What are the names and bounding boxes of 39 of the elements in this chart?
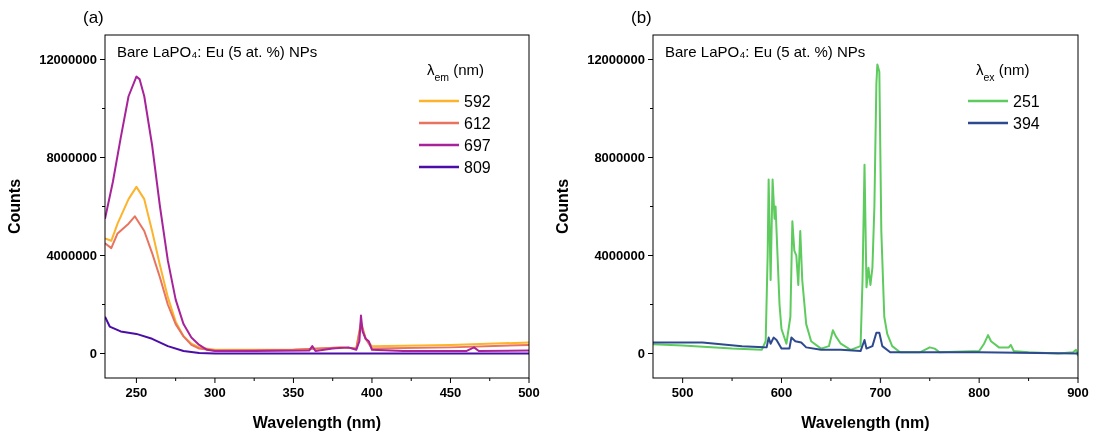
y-tick-label: 12000000	[39, 52, 97, 67]
x-tick-label: 700	[869, 385, 892, 400]
y-axis-title: Counts	[6, 178, 23, 235]
text: Bare LaPO₄: Eu (5 at. %) NPs	[665, 43, 866, 60]
legend-label: 394	[1013, 115, 1040, 132]
y-tick-label: 0	[89, 346, 97, 361]
y-axis-title: Counts	[554, 178, 571, 235]
legend-label: 809	[464, 159, 491, 176]
line-series	[105, 315, 529, 355]
x-tick-label: 600	[770, 385, 793, 400]
x-tick-label: 250	[125, 385, 148, 400]
y-tick-label: 0	[637, 346, 645, 361]
x-tick-label: 500	[518, 385, 540, 400]
y-tick-label: 8000000	[594, 150, 645, 165]
legend-label: 251	[1013, 93, 1040, 110]
text: (b)	[631, 8, 652, 27]
line-series	[653, 331, 1078, 355]
legend-label: 697	[464, 137, 491, 154]
x-tick-label: 900	[1067, 385, 1089, 400]
text: Bare LaPO₄: Eu (5 at. %) NPs	[117, 43, 318, 60]
x-tick-label: 800	[968, 385, 991, 400]
y-tick-label: 12000000	[587, 52, 645, 67]
y-tick-label: 4000000	[46, 248, 97, 263]
y-tick-label: 4000000	[594, 248, 645, 263]
y-tick-label: 8000000	[46, 150, 97, 165]
legend-label: 612	[464, 115, 491, 132]
x-tick-label: 500	[671, 385, 694, 400]
legend-label: 592	[464, 93, 491, 110]
x-tick-label: 400	[361, 385, 383, 400]
legend-title: λ$_{em}$ (nm)	[427, 61, 485, 83]
x-axis-title: Wavelength (nm)	[801, 414, 930, 431]
x-tick-label: 350	[282, 385, 305, 400]
x-axis-title: Wavelength (nm)	[252, 414, 382, 431]
x-tick-label: 300	[204, 385, 226, 400]
text: (a)	[83, 8, 104, 27]
x-tick-label: 450	[439, 385, 462, 400]
legend-title: λ$_{ex}$ (nm)	[976, 61, 1030, 83]
line-series	[105, 215, 529, 352]
line-series	[653, 63, 1078, 357]
